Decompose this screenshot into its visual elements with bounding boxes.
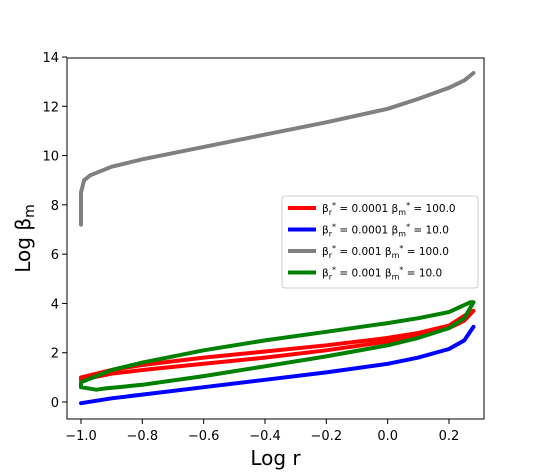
x-tick-label: −0.2 — [311, 429, 343, 444]
y-tick-label: 14 — [42, 51, 59, 66]
legend: βr* = 0.0001 βm* = 100.0 βr* = 0.0001 βm*… — [281, 195, 479, 289]
ticks-layer: −1.0 −0.8 −0.6 −0.4 −0.2 0.0 0.2 0 2 4 6 8 10 12 14 — [42, 51, 459, 444]
series-line-1 — [79, 324, 476, 406]
legend-box — [281, 195, 479, 289]
legend-entry-2: βr* = 0.001 βm* = 100.0 — [322, 244, 449, 260]
x-tick-label: −1.0 — [65, 429, 97, 444]
y-tick-label: 0 — [51, 396, 59, 411]
y-axis-label: Log βm — [11, 204, 38, 272]
series-line-2 — [79, 71, 476, 227]
x-tick-label: −0.4 — [249, 429, 281, 444]
legend-entry-3: βr* = 0.001 βm* = 10.0 — [322, 266, 442, 282]
x-axis-label: Log r — [250, 446, 301, 470]
x-tick-label: −0.8 — [127, 429, 159, 444]
y-tick-label: 10 — [42, 150, 59, 165]
x-tick-label: −0.6 — [188, 429, 220, 444]
x-tick-label: 0.2 — [439, 429, 460, 444]
y-tick-label: 2 — [51, 347, 59, 362]
plot-frame — [66, 57, 485, 420]
x-tick-label: 0.0 — [377, 429, 398, 444]
y-tick-label: 8 — [51, 199, 59, 214]
series-layer — [79, 71, 476, 406]
series-line-3 — [79, 300, 476, 392]
legend-entry-1: βr* = 0.0001 βm* = 10.0 — [322, 223, 449, 239]
y-tick-label: 6 — [51, 248, 59, 263]
y-tick-label: 12 — [42, 100, 59, 115]
y-tick-label: 4 — [51, 297, 59, 312]
y-axis-label-subscript: m — [22, 204, 38, 218]
y-axis-label-base: Log β — [11, 218, 35, 273]
series-line-0 — [79, 308, 476, 382]
legend-entry-0: βr* = 0.0001 βm* = 100.0 — [322, 201, 456, 217]
